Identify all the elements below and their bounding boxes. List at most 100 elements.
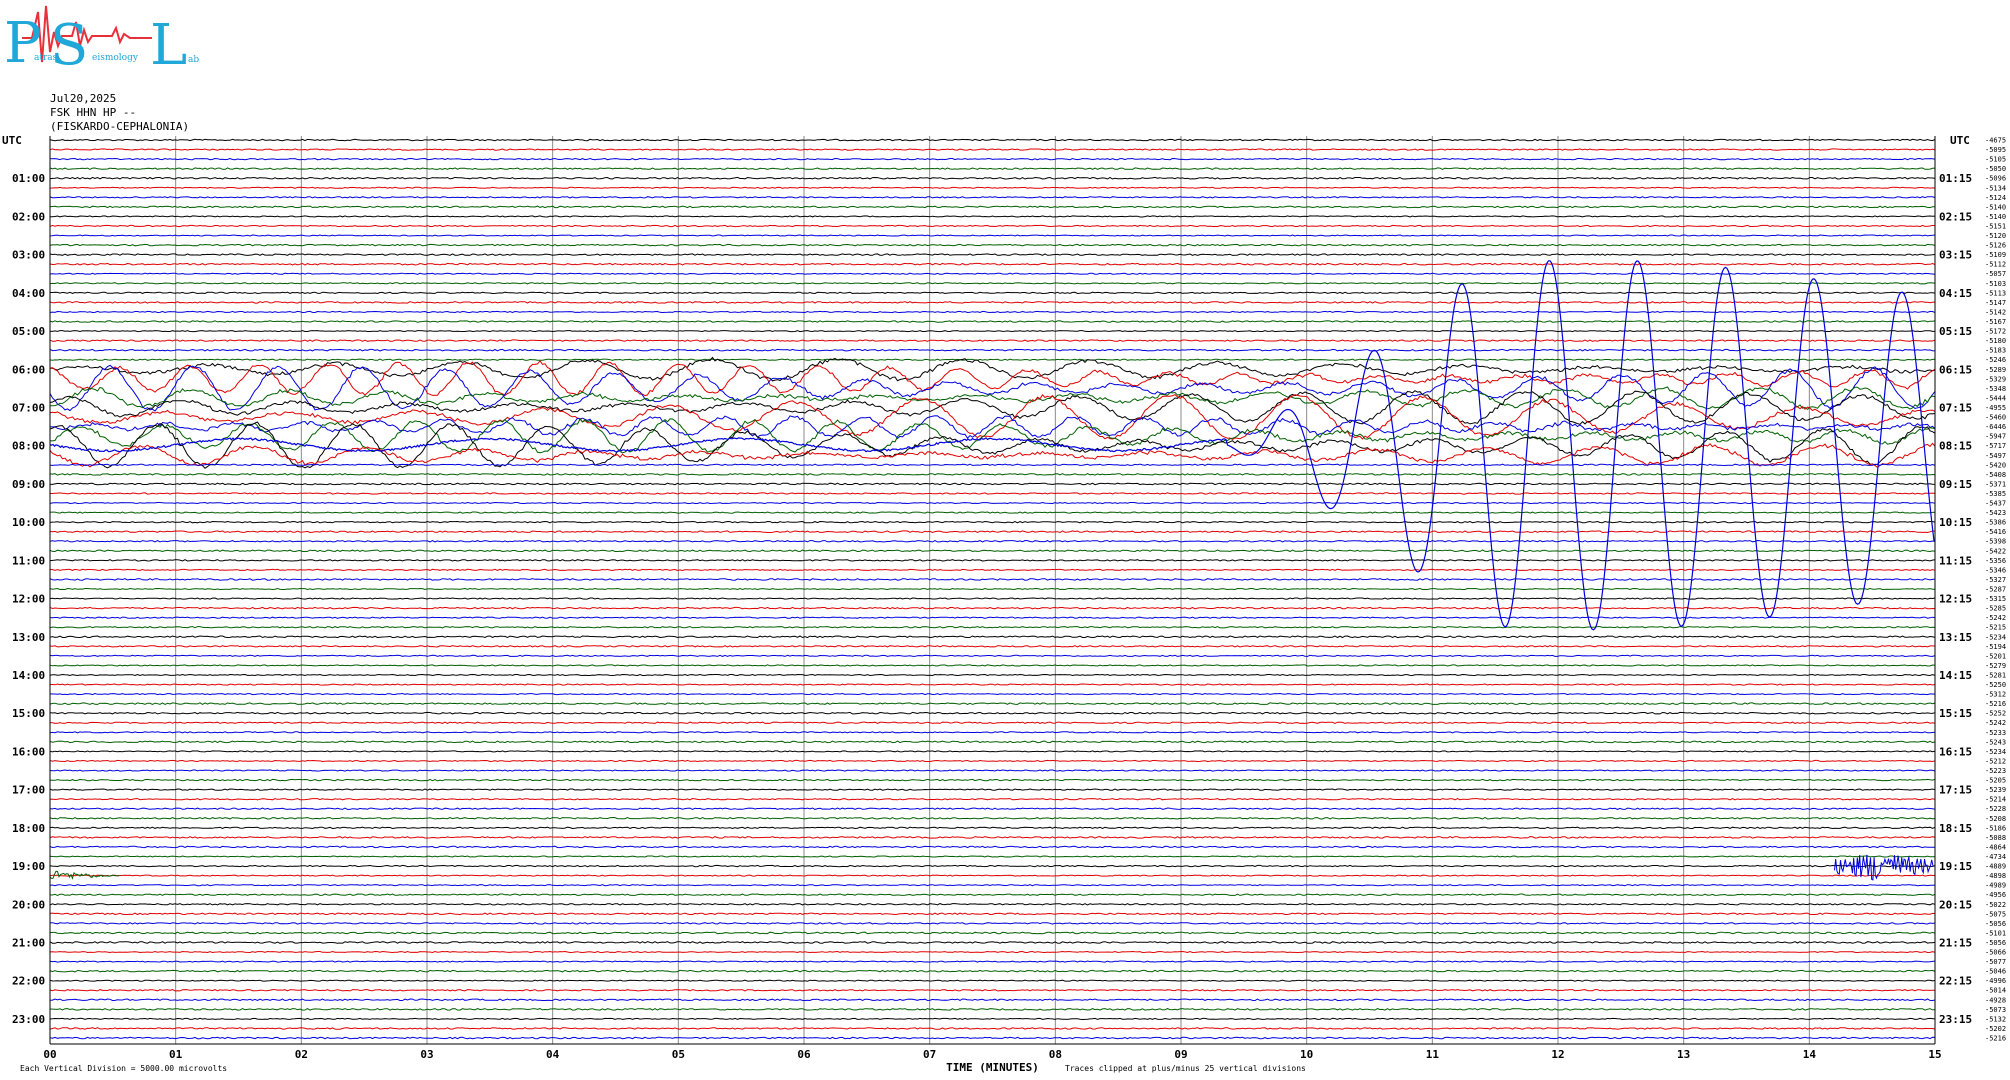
right-hour-label: 02:15 [1939, 210, 1972, 223]
x-axis-title: TIME (MINUTES) [946, 1061, 1039, 1074]
trace-line [49, 1036, 1936, 1040]
trace-offset-label: -5057 [1985, 270, 2006, 278]
trace-offset-label: -4675 [1985, 137, 2006, 145]
right-hour-label: 14:15 [1939, 669, 1972, 682]
trace-offset-label: -5234 [1985, 633, 2006, 641]
x-tick-label: 15 [1928, 1048, 1941, 1061]
trace-offset-label: -4996 [1985, 977, 2006, 985]
trace-line [49, 845, 1935, 849]
trace-line [49, 358, 1936, 361]
trace-offset-label: -5095 [1985, 146, 2006, 154]
logo-letter-s: S [50, 13, 88, 70]
logo-letter-p: P [4, 11, 42, 70]
trace-offset-label: -5022 [1985, 901, 2006, 909]
header-location: (FISKARDO-CEPHALONIA) [50, 120, 190, 133]
x-tick-label: 00 [43, 1048, 56, 1061]
trace-offset-label: -5444 [1985, 394, 2006, 402]
left-hour-label: 17:00 [12, 784, 45, 797]
trace-line [49, 616, 1936, 619]
trace-offset-label: -5312 [1985, 691, 2006, 699]
trace-line [49, 520, 1936, 524]
left-hour-label: 04:00 [12, 287, 45, 300]
trace-line [49, 1017, 1936, 1021]
right-hour-label: 06:15 [1939, 363, 1972, 376]
trace-line [49, 893, 1936, 896]
trace-offset-label: -5172 [1985, 328, 2006, 336]
trace-line [49, 903, 1936, 906]
left-hour-label: 09:00 [12, 478, 45, 491]
left-hour-label: 15:00 [12, 707, 45, 720]
trace-line [49, 731, 1936, 734]
x-tick-label: 13 [1677, 1048, 1690, 1061]
trace-offset-label: -5239 [1985, 786, 2006, 794]
trace-line [49, 778, 1936, 782]
right-hour-label: 09:15 [1939, 478, 1972, 491]
trace-line [49, 393, 1936, 440]
trace-line [49, 740, 1936, 744]
trace-line [49, 606, 1936, 610]
trace-offset-label: -4864 [1985, 843, 2006, 851]
trace-offset-label: -5183 [1985, 347, 2006, 355]
left-hour-label: 22:00 [12, 975, 45, 988]
trace-line [49, 836, 1936, 839]
trace-line [49, 931, 1936, 935]
left-hour-label: 10:00 [12, 516, 45, 529]
trace-offset-label: -5315 [1985, 595, 2006, 603]
trace-line [49, 390, 1936, 425]
right-hour-label: 10:15 [1939, 516, 1972, 529]
trace-line [49, 215, 1936, 218]
trace-offset-label: -4955 [1985, 404, 2006, 412]
trace-line [49, 473, 1936, 476]
trace-offset-label: -5215 [1985, 624, 2006, 632]
trace-line [49, 511, 1936, 514]
trace-offset-label: -5285 [1985, 605, 2006, 613]
trace-line [49, 816, 1936, 820]
trace-offset-label: -5056 [1985, 939, 2006, 947]
trace-line [49, 415, 1936, 440]
right-hour-label: 01:15 [1939, 172, 1972, 185]
trace-line [49, 587, 1936, 591]
trace-offset-label: -5124 [1985, 194, 2006, 202]
trace-line [49, 960, 1936, 963]
trace-offset-label: -5186 [1985, 824, 2006, 832]
trace-offset-label: -5208 [1985, 815, 2006, 823]
trace-line [49, 442, 1936, 469]
trace-offset-label: -5120 [1985, 232, 2006, 240]
trace-line [49, 186, 1936, 189]
trace-line [49, 568, 1936, 572]
trace-line [49, 626, 1936, 629]
trace-offset-label: -5109 [1985, 251, 2006, 259]
trace-line [49, 176, 1936, 180]
logo-seismogram-line [22, 5, 152, 63]
labels: 00 01 02 03 04 05 06 07 08 09 10 11 12 13 14 15 UTC UTC 01… [2, 134, 2006, 1074]
trace-line [49, 205, 1936, 209]
trace-offset-label: -5014 [1985, 987, 2006, 995]
axes [49, 136, 1936, 1045]
trace-offset-label: -5423 [1985, 509, 2006, 517]
trace-line [49, 282, 1936, 285]
trace-line [49, 253, 1936, 256]
trace-offset-label: -5132 [1985, 1015, 2006, 1023]
trace-line [49, 721, 1936, 724]
seismic-traces [49, 138, 1936, 1040]
trace-line [49, 310, 1936, 314]
trace-line [49, 711, 1936, 715]
trace-offset-label: -5077 [1985, 958, 2006, 966]
logo-word-2: eismology [92, 53, 139, 63]
trace-line [49, 272, 1936, 275]
trace-line [49, 950, 1936, 954]
trace-line [49, 759, 1936, 763]
right-hour-label: 22:15 [1939, 975, 1972, 988]
left-hour-label: 13:00 [12, 631, 45, 644]
trace-offset-label: -5281 [1985, 671, 2006, 679]
trace-offset-label: -5460 [1985, 414, 2006, 422]
right-hour-label: 20:15 [1939, 898, 1972, 911]
x-tick-label: 10 [1300, 1048, 1313, 1061]
trace-line [49, 501, 1936, 505]
trace-line [50, 386, 1936, 411]
right-hour-label: 19:15 [1939, 860, 1972, 873]
trace-offset-label: -5180 [1985, 337, 2006, 345]
trace-offset-label: -5242 [1985, 614, 2006, 622]
trace-line [49, 645, 1936, 648]
trace-offset-label: -4734 [1985, 853, 2006, 861]
